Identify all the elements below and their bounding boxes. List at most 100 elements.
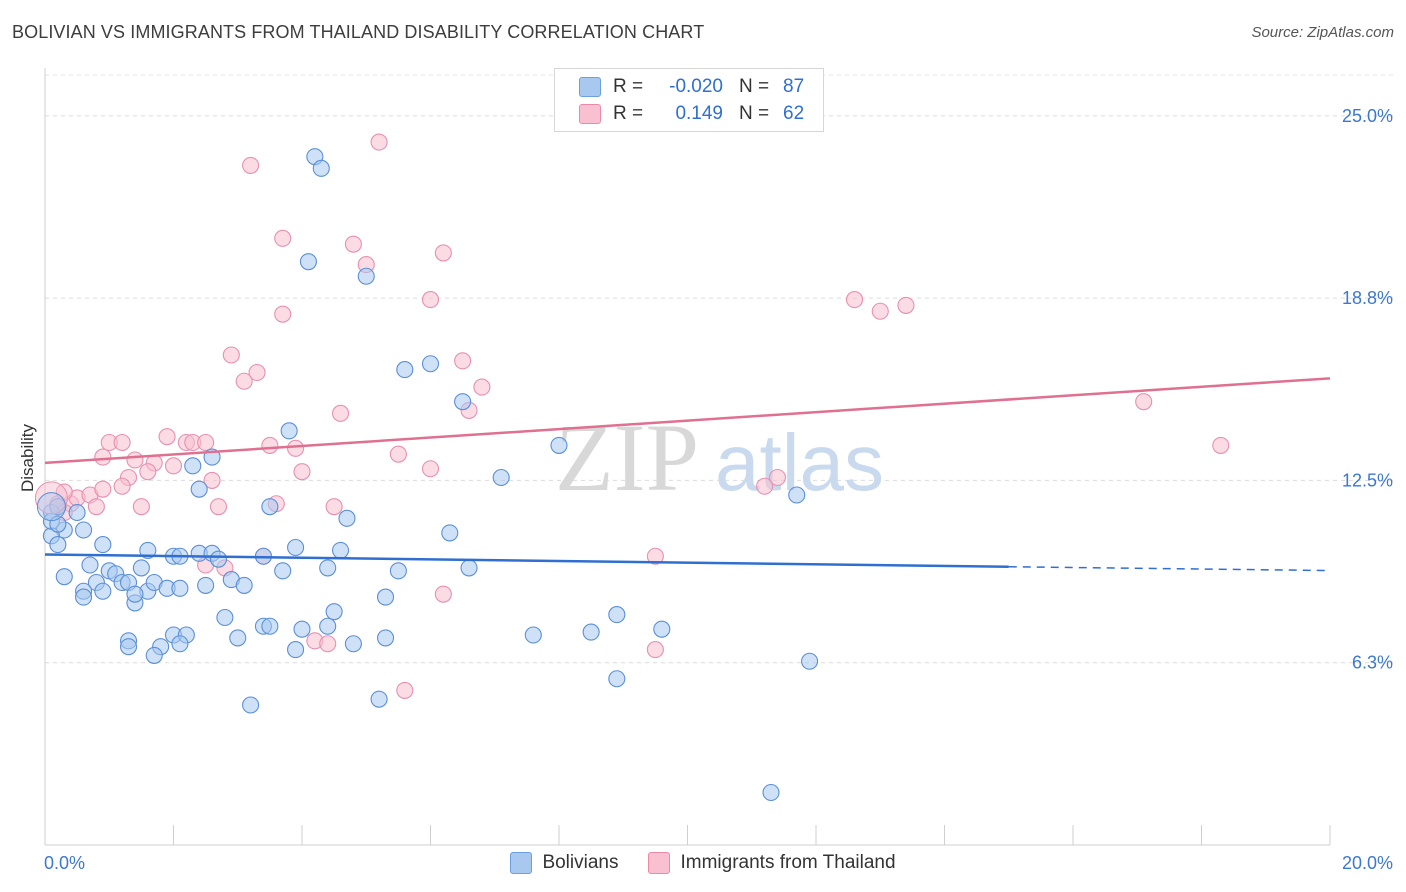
chart-source: Source: ZipAtlas.com: [1251, 24, 1394, 41]
thailand-point: [646, 547, 664, 565]
bolivian-point: [184, 457, 202, 475]
bolivian-point: [216, 608, 234, 627]
bolivian-point: [55, 568, 73, 586]
bolivian-point: [75, 521, 93, 539]
thailand-point: [421, 291, 440, 309]
thailand-point: [646, 641, 664, 659]
thailand-point: [434, 244, 452, 262]
x-tick-label: 20.0%: [1342, 853, 1393, 873]
bolivian-point: [653, 620, 671, 638]
legend-swatch-pink: [648, 852, 671, 874]
bolivian-point: [319, 617, 337, 635]
thailand-point: [293, 463, 311, 481]
bolivian-point: [287, 538, 305, 557]
bolivian-point: [421, 355, 440, 373]
bolivian-point: [608, 606, 626, 624]
thailand-point: [274, 229, 292, 247]
bolivian-point: [582, 623, 600, 641]
series-legend: Bolivians Immigrants from Thailand: [0, 852, 1406, 874]
bolivian-point: [68, 503, 86, 522]
bolivian-point: [460, 559, 478, 577]
thailand-point: [132, 498, 150, 516]
bolivian-point: [126, 585, 144, 603]
bolivian-point: [190, 480, 208, 498]
bolivian-point: [454, 393, 472, 411]
legend-item-bolivians: Bolivians: [510, 852, 618, 874]
bolivian-point: [242, 696, 260, 714]
thailand-point-large: [34, 481, 68, 515]
thailand-point: [158, 428, 176, 446]
legend-swatch-blue: [510, 852, 533, 874]
n-value: 87: [783, 76, 805, 97]
bolivian-point: [376, 629, 395, 647]
chart-title: BOLIVIAN VS IMMIGRANTS FROM THAILAND DIS…: [12, 22, 705, 42]
bolivian-point: [139, 541, 157, 559]
bolivian-point: [94, 536, 112, 554]
thailand-point: [473, 378, 491, 396]
bolivian-point: [49, 536, 67, 554]
bolivian-point: [396, 361, 414, 379]
thailand-point: [248, 363, 266, 382]
bolivian-point: [344, 635, 362, 653]
bolivian-point: [171, 579, 189, 597]
bolivian-point: [608, 670, 626, 688]
thailand-point: [222, 346, 240, 364]
thailand-point: [421, 460, 440, 478]
r-label: R =: [613, 76, 644, 97]
y-tick-label: 18.8%: [1342, 288, 1393, 308]
bolivian-point: [132, 559, 150, 577]
bolivian-point: [235, 576, 253, 594]
bolivian-point: [524, 626, 542, 644]
bolivian-point: [145, 646, 163, 664]
bolivian-point: [762, 783, 780, 802]
bolivian-trend-extension: [1008, 566, 1331, 572]
thailand-point: [235, 372, 253, 390]
bolivian-point: [75, 588, 93, 606]
x-tick-label: 0.0%: [44, 853, 85, 873]
bolivian-point: [312, 159, 330, 177]
bolivian-point: [81, 556, 99, 574]
r-value: -0.020: [669, 76, 723, 97]
bolivian-point: [550, 436, 568, 454]
n-value: 62: [783, 103, 805, 124]
bolivian-point: [389, 562, 407, 580]
thailand-point: [164, 457, 183, 475]
bolivian-point: [801, 652, 819, 670]
bolivian-point: [788, 486, 806, 504]
thailand-point: [113, 477, 131, 495]
bolivian-point: [492, 468, 510, 487]
bolivian-point: [376, 588, 395, 606]
legend-label-bolivians: Bolivians: [542, 852, 619, 873]
thailand-point: [396, 681, 414, 699]
bolivian-point: [171, 635, 189, 653]
bolivian-point: [274, 562, 292, 580]
bolivian-point-large: [36, 492, 66, 522]
thailand-point: [454, 352, 472, 370]
bolivian-point: [319, 559, 337, 577]
bolivian-point: [293, 620, 311, 638]
bolivian-point: [261, 617, 279, 635]
y-tick-label: 12.5%: [1342, 470, 1393, 490]
thailand-point: [94, 480, 112, 498]
thailand-trend-line: [44, 377, 1331, 465]
thailand-point: [261, 436, 279, 454]
bolivian-point: [209, 550, 228, 568]
legend-item-thailand: Immigrants from Thailand: [648, 852, 896, 874]
y-tick-label: 6.3%: [1352, 653, 1393, 673]
bolivian-point: [287, 641, 305, 659]
stats-legend-row-thailand: R = 0.149 N = 62: [579, 101, 804, 127]
thailand-point: [209, 498, 228, 516]
thailand-point: [319, 635, 337, 653]
bolivian-point: [280, 422, 298, 440]
bolivian-point: [229, 629, 247, 647]
thailand-point: [871, 302, 889, 320]
thailand-point: [370, 133, 388, 151]
bolivian-point: [299, 253, 317, 271]
bolivian-point: [357, 267, 375, 285]
thailand-point: [325, 498, 343, 516]
thailand-point: [94, 448, 112, 466]
y-axis-label: Disability: [18, 423, 37, 493]
bolivian-point: [338, 509, 356, 527]
thailand-point: [845, 291, 864, 309]
n-label: N =: [739, 76, 770, 97]
